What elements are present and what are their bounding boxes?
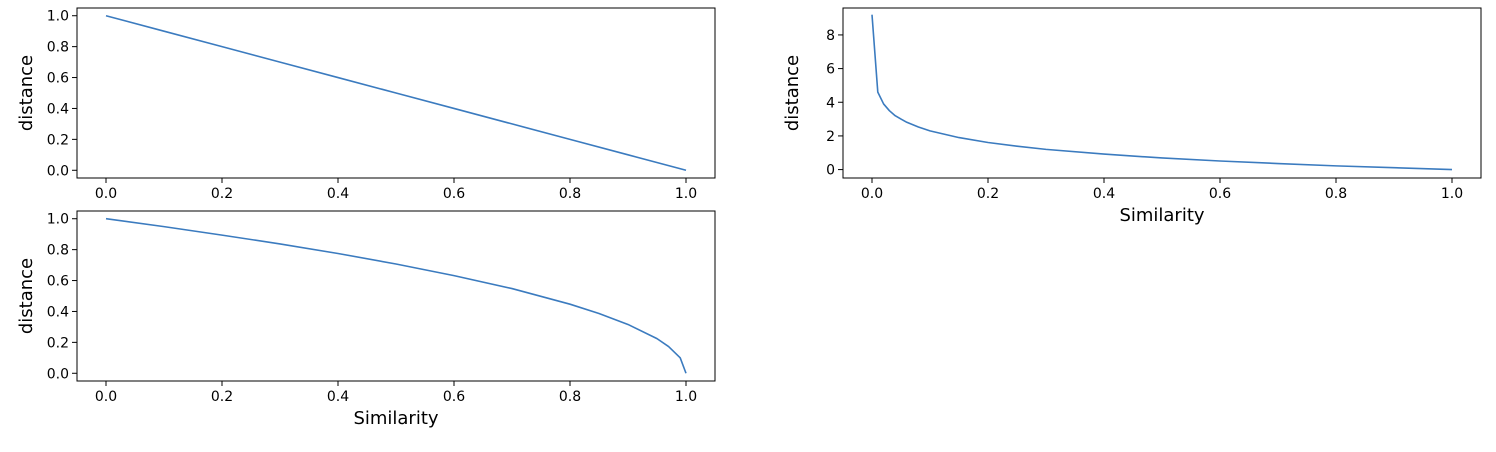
- x-tick-label: 0.4: [1093, 186, 1115, 202]
- axes-frame: [76, 7, 716, 179]
- x-tick-label: 0.0: [861, 186, 883, 202]
- y-tick-label: 4: [826, 95, 835, 111]
- x-tick-label: 0.0: [95, 389, 117, 405]
- y-tick-label: 0.0: [47, 163, 69, 179]
- y-tick-label: 8: [826, 28, 835, 44]
- y-tick-label: 2: [826, 129, 835, 145]
- series-line: [105, 217, 687, 374]
- series-line: [105, 14, 687, 172]
- x-axis-label: Similarity: [353, 408, 438, 429]
- y-tick-label: 0.8: [47, 40, 69, 56]
- y-axis-label: distance: [16, 55, 37, 131]
- x-tick-label: 0.8: [1325, 186, 1347, 202]
- y-tick-label: 0.8: [47, 243, 69, 259]
- x-tick-label: 0.2: [211, 389, 233, 405]
- axes-frame: [842, 7, 1482, 179]
- x-tick-label: 0.2: [211, 186, 233, 202]
- x-tick-label: 0.8: [559, 186, 581, 202]
- y-tick-label: 0.6: [47, 71, 69, 87]
- y-tick-label: 0.4: [47, 304, 69, 320]
- y-tick-label: 0.2: [47, 335, 69, 351]
- y-axis-label: distance: [16, 258, 37, 334]
- x-axis-label: Similarity: [1119, 205, 1204, 226]
- axes-bottom-left: 0.0 0.2 0.4 0.6 0.8 1.0 0.0 0.2 0.4 0.6 0.8 1.0 dist…: [16, 210, 716, 429]
- y-tick-label: 6: [826, 62, 835, 78]
- x-tick-label: 1.0: [675, 389, 697, 405]
- y-tick-label: 0.2: [47, 132, 69, 148]
- y-axis-label: distance: [782, 55, 803, 131]
- y-tick-label: 1.0: [47, 9, 69, 25]
- x-tick-label: 0.6: [1209, 186, 1231, 202]
- x-tick-label: 0.8: [559, 389, 581, 405]
- x-tick-label: 0.6: [443, 389, 465, 405]
- x-tick-label: 0.6: [443, 186, 465, 202]
- x-tick-label: 0.0: [95, 186, 117, 202]
- axes-top-right: 0.0 0.2 0.4 0.6 0.8 1.0 0 2 4 6 8 distance Similarit…: [782, 7, 1482, 226]
- x-tick-label: 0.4: [327, 389, 349, 405]
- axes-frame: [76, 210, 716, 382]
- x-tick-label: 0.2: [977, 186, 999, 202]
- x-tick-label: 1.0: [675, 186, 697, 202]
- y-tick-label: 0.0: [47, 366, 69, 382]
- y-tick-label: 0.4: [47, 101, 69, 117]
- axes-top-left: 0.0 0.2 0.4 0.6 0.8 1.0 0.0 0.2 0.4 0.6 0.8 1.0 dist…: [16, 7, 716, 202]
- y-tick-label: 0: [826, 163, 835, 179]
- x-tick-label: 0.4: [327, 186, 349, 202]
- series-line: [871, 14, 1453, 171]
- x-tick-label: 1.0: [1441, 186, 1463, 202]
- y-tick-label: 0.6: [47, 274, 69, 290]
- y-tick-label: 1.0: [47, 212, 69, 228]
